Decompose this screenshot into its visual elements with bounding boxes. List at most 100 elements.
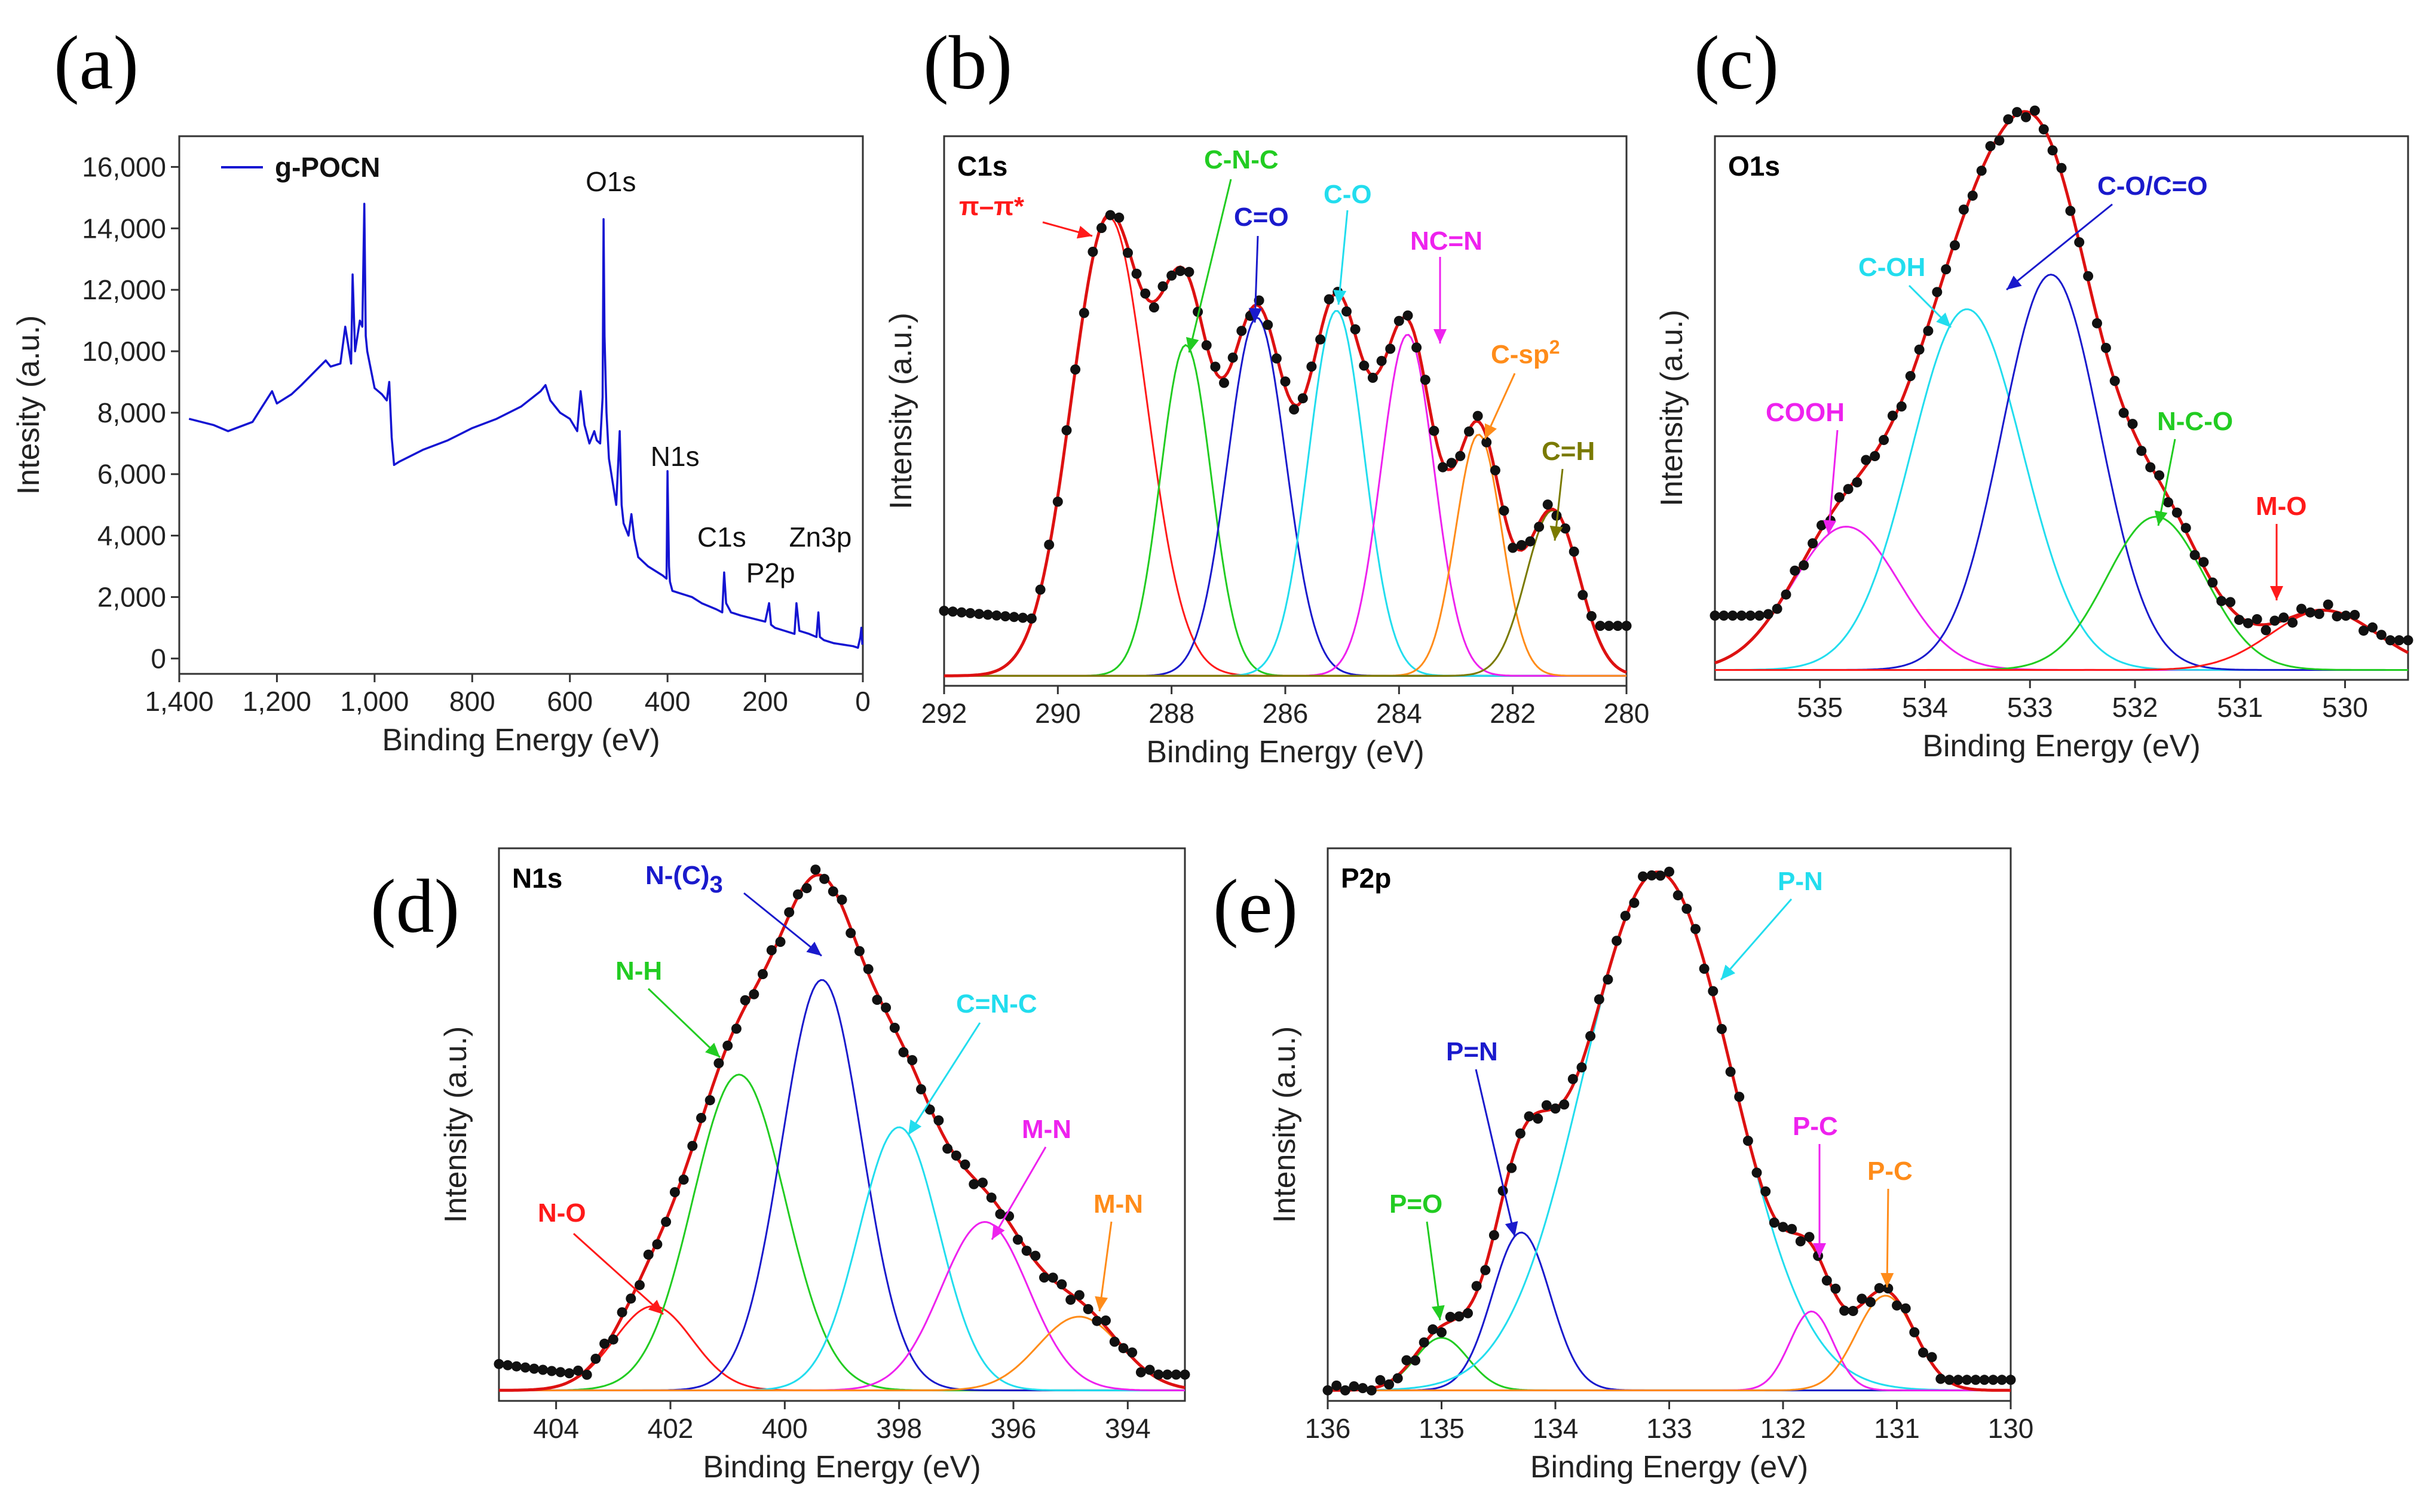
y-tick-label: 12,000 [82,274,166,305]
data-point [2056,162,2067,173]
data-point [1941,264,1952,275]
data-point [854,946,865,956]
data-point [2269,615,2280,626]
data-point [1734,1091,1745,1102]
peak-label: COOH [1766,398,1845,427]
data-point [939,606,949,616]
x-tick-label: 133 [1646,1413,1692,1444]
data-point [2394,635,2404,646]
chart-survey: 1,400 1,200 1,000 800 600 400 200 0 Binding Ener… [11,20,871,757]
x-tick-label: 535 [1797,692,1843,723]
data-point [986,1192,997,1203]
data-point [775,937,786,947]
data-point [1083,1304,1093,1314]
component-curve [944,317,1626,677]
y-tick-label: 4,000 [97,520,166,551]
data-point [2012,107,2023,118]
panel-title: O1s [1728,151,1780,182]
data-point [1506,1163,1517,1173]
data-point [1123,247,1133,258]
data-point [1026,613,1037,624]
data-point [1576,1062,1587,1073]
x-tick-label: 394 [1105,1413,1151,1444]
data-point [1162,1369,1173,1380]
peak-label: M-N [1093,1189,1143,1219]
data-point [1438,462,1448,473]
y-axis-title: Intensity (a.u.) [884,312,918,509]
peak-label: N-(C)3 [645,861,723,898]
data-point [678,1174,689,1185]
label-arrow [1720,898,1793,980]
data-point [573,1365,583,1376]
data-point [1227,352,1238,363]
data-point [1852,477,1863,487]
data-point [2198,557,2209,568]
x-tick-label: 531 [2217,692,2263,723]
component-curve [1715,308,2408,671]
data-point [837,894,847,905]
data-point [2332,611,2342,622]
data-point [2287,617,2298,628]
data-point [2216,596,2227,606]
x-tick-label: 130 [1988,1413,2034,1444]
chart-b: 292 290 288 286 284 282 280 Binding Energy (eV)… [884,20,1649,769]
label-arrow [647,987,721,1059]
data-point [969,1179,979,1189]
data-point [1105,210,1116,220]
data-point [1716,1024,1727,1034]
peak-label: M-N [1022,1115,1071,1144]
data-point [564,1368,575,1379]
data-point [2403,635,2413,646]
data-point [1367,372,1378,383]
x-tick-label: 135 [1419,1413,1465,1444]
data-point [1464,426,1474,437]
label-arrow [1886,1188,1889,1288]
data-point [1488,1230,1499,1241]
data-point [1490,465,1500,476]
panel-label: (b) [923,20,1012,105]
data-point [2180,523,2191,533]
label-arrowhead [1095,1296,1108,1311]
data-point [1236,326,1247,336]
peak-label: C-OH [1858,253,1925,282]
data-point [2109,376,2120,387]
data-point [1944,1375,1955,1385]
data-point [1219,378,1229,388]
peak-label: P-C [1867,1157,1913,1186]
data-point [1900,1303,1911,1314]
data-point [1985,141,1996,152]
data-point [1892,1300,1902,1311]
data-point [1772,603,1782,614]
label-arrow [2157,438,2176,526]
data-point [792,889,803,900]
label-arrow [1337,210,1349,305]
survey-series-line [188,203,863,649]
data-point [1263,320,1273,330]
data-point [1787,1223,1797,1234]
label-arrowhead [806,941,822,956]
x-tick-label: 288 [1148,698,1194,729]
data-point [1499,505,1509,516]
data-point [1848,1306,1858,1316]
data-point [2341,611,2351,621]
data-point [520,1362,531,1373]
data-point [643,1249,654,1260]
data-point [924,1104,935,1115]
component-curve [944,344,1626,677]
data-point [2065,206,2076,216]
data-point [1021,1246,1032,1256]
data-point [1725,1066,1736,1077]
legend-label: g-POCN [275,152,380,183]
data-point [991,610,1002,621]
data-point [1804,1232,1815,1243]
y-tick-label: 6,000 [97,459,166,490]
data-point [1534,522,1545,532]
survey-peak-label: O1s [586,166,636,197]
data-point [1035,584,1046,595]
data-point [546,1366,557,1376]
data-point [1508,542,1518,553]
data-point [1996,1375,2007,1385]
data-point [982,609,993,620]
x-axis-title: Binding Energy (eV) [1530,1450,1808,1485]
x-tick-label: 398 [876,1413,922,1444]
